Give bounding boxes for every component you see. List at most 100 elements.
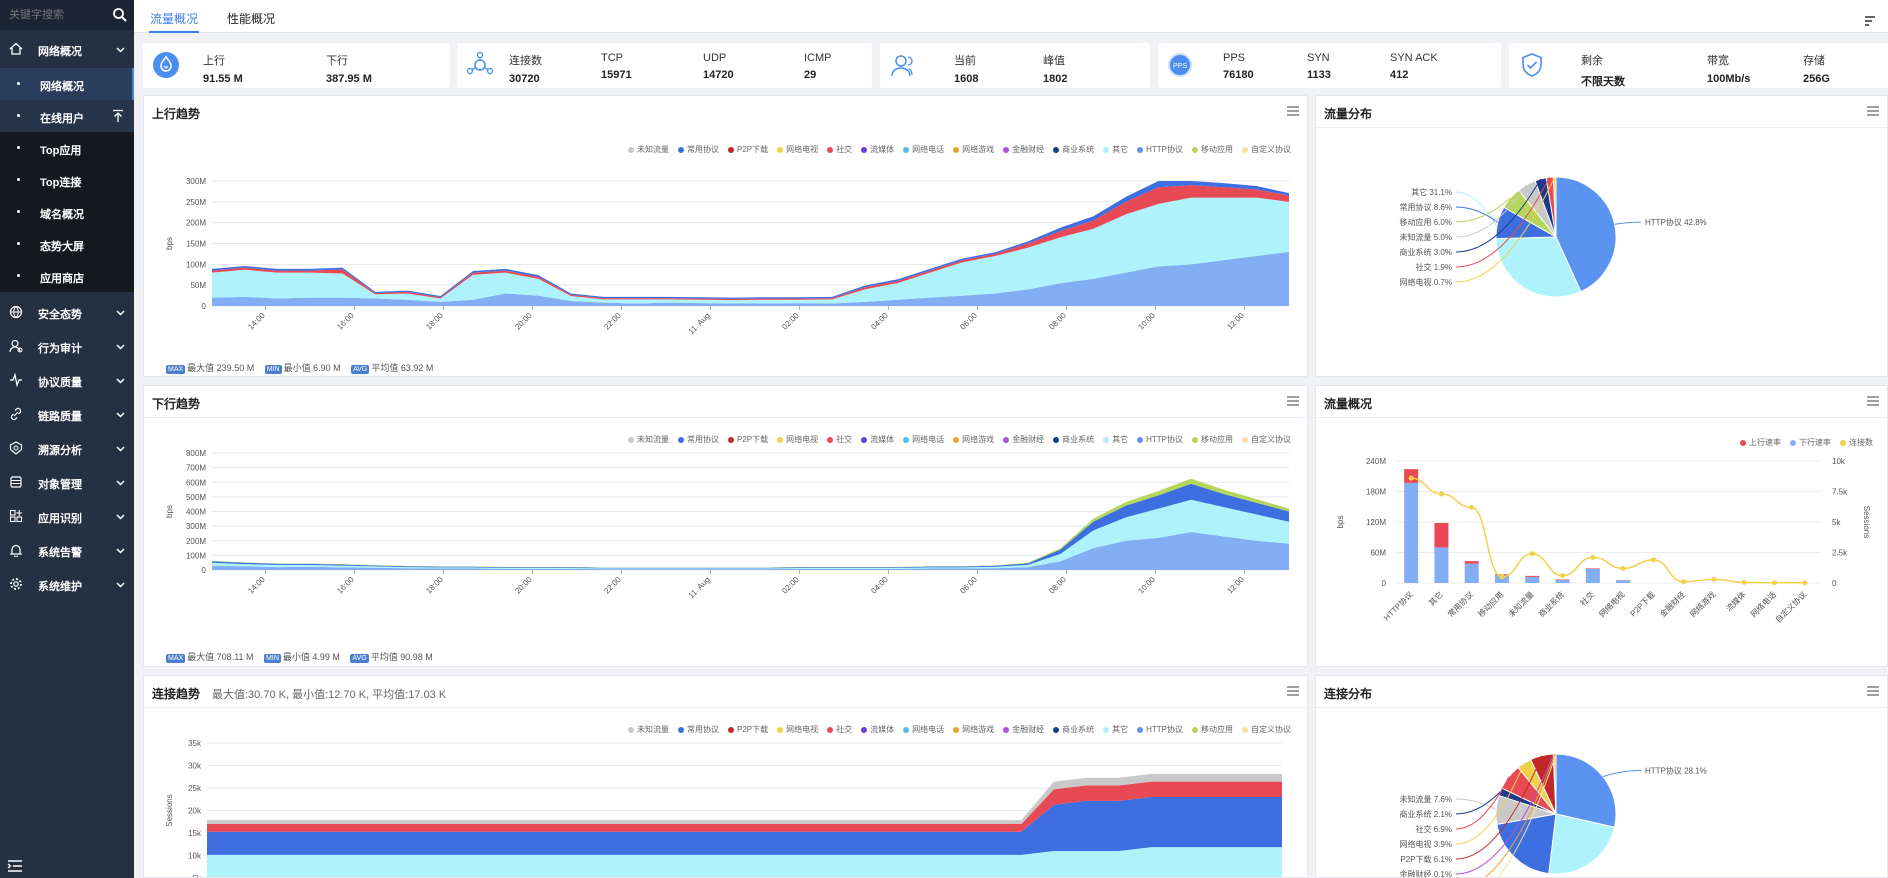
- pie-slice: [1552, 176, 1557, 238]
- legend-item[interactable]: 自定义协议: [1242, 434, 1291, 445]
- axis-tick-label: 14:00: [246, 311, 267, 332]
- pie-leader-line: [1455, 776, 1510, 830]
- legend-item[interactable]: 其它: [1103, 724, 1128, 735]
- stat-value: 91.55 M: [203, 73, 243, 85]
- legend-item[interactable]: 网络电话: [903, 144, 944, 155]
- nav-system-alert[interactable]: 系统告警: [0, 533, 134, 567]
- legend-item[interactable]: 网络电视: [777, 144, 818, 155]
- legend-item[interactable]: 网络电视: [777, 434, 818, 445]
- legend-item[interactable]: 商业系统: [1053, 434, 1094, 445]
- panel-flow-distribution: 流量分布 HTTP协议 42.8% 其它 31.1% 常用协议 8.6% 移动应用 6…: [1315, 95, 1888, 377]
- axis-tick-label: 5k: [193, 874, 202, 878]
- legend-item[interactable]: HTTP协议: [1137, 724, 1183, 735]
- sub-app-store[interactable]: 应用商店: [0, 260, 134, 292]
- axis-tick-label: 400M: [186, 508, 206, 517]
- legend-item[interactable]: 社交: [827, 434, 852, 445]
- legend-item[interactable]: 商业系统: [1053, 724, 1094, 735]
- menu-collapse-icon[interactable]: [7, 860, 23, 872]
- legend-item[interactable]: 流媒体: [861, 724, 894, 735]
- menu-icon[interactable]: [1867, 106, 1879, 116]
- nav-system-maintenance[interactable]: 系统维护: [0, 567, 134, 601]
- legend-item[interactable]: 网络游戏: [953, 724, 994, 735]
- legend-item[interactable]: 金融财经: [1003, 724, 1044, 735]
- legend-item[interactable]: 连接数: [1840, 437, 1873, 448]
- legend-item[interactable]: 常用协议: [677, 144, 719, 155]
- menu-icon[interactable]: [1287, 396, 1299, 406]
- pie-slice: [1496, 813, 1557, 875]
- sort-icon[interactable]: [1864, 16, 1876, 26]
- legend-item[interactable]: 自定义协议: [1242, 144, 1291, 155]
- pin-top-icon[interactable]: [112, 109, 124, 123]
- legend-item[interactable]: 下行速率: [1790, 437, 1831, 448]
- legend-item[interactable]: 网络电话: [903, 434, 944, 445]
- min-tag: MIN: [264, 365, 282, 374]
- legend-item[interactable]: 商业系统: [1053, 144, 1094, 155]
- nav-audit[interactable]: 行为审计: [0, 329, 134, 363]
- legend-item[interactable]: 社交: [827, 724, 852, 735]
- legend-item[interactable]: 流媒体: [861, 434, 894, 445]
- nav-app-recognition[interactable]: 应用识别: [0, 499, 134, 533]
- sub-top-apps[interactable]: Top应用: [0, 132, 134, 164]
- search-input[interactable]: [0, 0, 110, 30]
- menu-icon[interactable]: [1287, 686, 1299, 696]
- category-label: 流媒体: [1724, 589, 1748, 613]
- search-icon[interactable]: [112, 7, 128, 23]
- axis-tick-label: 10k: [188, 852, 202, 861]
- chevron-down-icon: [116, 344, 125, 350]
- stat-label: TCP: [601, 52, 623, 64]
- tab-performance-overview[interactable]: 性能概况: [226, 12, 275, 26]
- category-label: HTTP协议: [1381, 589, 1414, 622]
- legend-item[interactable]: 金融财经: [1003, 144, 1044, 155]
- legend-item[interactable]: 移动应用: [1192, 144, 1233, 155]
- legend-item[interactable]: 其它: [1103, 434, 1128, 445]
- legend-label: 移动应用: [1201, 145, 1233, 154]
- axis-tick-label: 04:00: [869, 311, 890, 332]
- legend-item[interactable]: 常用协议: [677, 434, 719, 445]
- legend-item[interactable]: P2P下载: [727, 434, 768, 445]
- axis-tick-label: 10:00: [1136, 311, 1157, 332]
- axis-tick-label: 600M: [186, 478, 206, 487]
- pie-leader-line: [1455, 762, 1525, 845]
- legend-item[interactable]: 未知流量: [627, 144, 669, 155]
- legend-item[interactable]: 社交: [827, 144, 852, 155]
- nav-network-overview[interactable]: 网络概况: [0, 32, 134, 66]
- legend-item[interactable]: 移动应用: [1192, 724, 1233, 735]
- legend-item[interactable]: 未知流量: [627, 724, 669, 735]
- legend-item[interactable]: 网络游戏: [953, 144, 994, 155]
- legend-item[interactable]: P2P下载: [727, 144, 768, 155]
- stat-label: 剩余: [1581, 55, 1603, 67]
- sub-network-overview[interactable]: 网络概况: [0, 68, 134, 100]
- sub-domain-overview[interactable]: 域名概况: [0, 196, 134, 228]
- legend-item[interactable]: 未知流量: [627, 434, 669, 445]
- legend-item[interactable]: 自定义协议: [1242, 724, 1291, 735]
- legend-item[interactable]: P2P下载: [727, 724, 768, 735]
- max-value: 最大值 239.50 M: [187, 363, 255, 373]
- legend-dot: [777, 436, 784, 443]
- menu-icon[interactable]: [1867, 686, 1879, 696]
- bullet-icon: [17, 210, 20, 213]
- sub-top-connections[interactable]: Top连接: [0, 164, 134, 196]
- nav-object-management[interactable]: 对象管理: [0, 465, 134, 499]
- legend-item[interactable]: 金融财经: [1003, 434, 1044, 445]
- nav-traceback[interactable]: 溯源分析: [0, 431, 134, 465]
- menu-icon[interactable]: [1867, 396, 1879, 406]
- bar-downstream: [1616, 580, 1631, 583]
- legend-item[interactable]: 网络电视: [777, 724, 818, 735]
- legend-item[interactable]: 网络电话: [903, 724, 944, 735]
- nav-protocol-quality[interactable]: 协议质量: [0, 363, 134, 397]
- legend-item[interactable]: 上行速率: [1740, 437, 1781, 448]
- sub-online-users[interactable]: 在线用户: [0, 100, 134, 132]
- legend-item[interactable]: 流媒体: [861, 144, 894, 155]
- legend-item[interactable]: 移动应用: [1192, 434, 1233, 445]
- legend-item[interactable]: HTTP协议: [1137, 434, 1183, 445]
- tab-traffic-overview[interactable]: 流量概况: [149, 0, 199, 33]
- stat-value: 412: [1390, 69, 1409, 81]
- menu-icon[interactable]: [1287, 106, 1299, 116]
- legend-item[interactable]: HTTP协议: [1137, 144, 1183, 155]
- nav-link-quality[interactable]: 链路质量: [0, 397, 134, 431]
- legend-item[interactable]: 网络游戏: [953, 434, 994, 445]
- legend-item[interactable]: 常用协议: [677, 724, 719, 735]
- legend-item[interactable]: 其它: [1103, 144, 1128, 155]
- sub-situation-screen[interactable]: 态势大屏: [0, 228, 134, 260]
- nav-security[interactable]: 安全态势: [0, 295, 134, 329]
